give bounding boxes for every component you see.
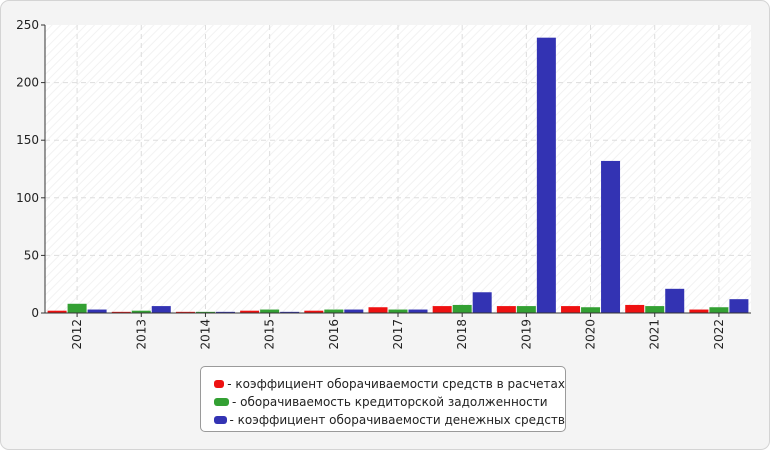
y-tick-label: 100 xyxy=(16,191,39,205)
y-tick-label: 0 xyxy=(31,306,39,320)
bar-2022-series-2 xyxy=(709,307,729,313)
bar-2018-series-1 xyxy=(432,306,452,313)
bars xyxy=(47,37,749,314)
legend-label: - оборачиваемость кредиторской задолженн… xyxy=(232,395,548,409)
bar-2013-series-2 xyxy=(131,310,151,313)
y-tick-label: 150 xyxy=(16,133,39,147)
bar-2015-series-3 xyxy=(280,311,300,313)
x-tick-label: 2015 xyxy=(263,319,277,350)
legend-swatch-green xyxy=(214,398,229,406)
legend: - коэффициент оборачиваемости средств в … xyxy=(200,366,566,432)
bar-2019-series-3 xyxy=(536,37,556,314)
legend-swatch-blue xyxy=(214,416,227,424)
x-tick-label: 2019 xyxy=(519,319,533,350)
x-tick-label: 2013 xyxy=(134,319,148,350)
bar-2013-series-1 xyxy=(111,311,131,313)
bar-2015-series-1 xyxy=(240,310,260,313)
y-tick-label: 200 xyxy=(16,76,39,90)
legend-label: - коэффициент оборачиваемости денежных с… xyxy=(229,413,566,427)
bar-2019-series-1 xyxy=(496,306,516,313)
x-tick-label: 2020 xyxy=(584,319,598,350)
x-tick-label: 2017 xyxy=(391,319,405,350)
bar-2017-series-3 xyxy=(408,309,428,313)
legend-item: - коэффициент оборачиваемости денежных с… xyxy=(201,411,565,429)
bar-2013-series-3 xyxy=(151,306,171,313)
bar-2020-series-3 xyxy=(601,160,621,313)
legend-item: - коэффициент оборачиваемости средств в … xyxy=(201,375,565,393)
bar-2020-series-2 xyxy=(581,307,601,313)
bar-2016-series-1 xyxy=(304,310,324,313)
x-tick-label: 2016 xyxy=(327,319,341,350)
bar-2016-series-3 xyxy=(344,309,364,313)
bar-2021-series-1 xyxy=(625,304,645,313)
legend-item: - оборачиваемость кредиторской задолженн… xyxy=(201,393,565,411)
bar-2016-series-2 xyxy=(324,309,344,313)
bar-2015-series-2 xyxy=(260,309,280,313)
y-tick-label: 250 xyxy=(16,18,39,32)
bar-chart: 0 50 100 150 200 250 2012 2013 2014 2015 2016 2017… xyxy=(16,18,751,350)
x-tick-label: 2014 xyxy=(198,319,212,350)
legend-swatch-red xyxy=(214,380,225,388)
bar-2012-series-1 xyxy=(47,310,67,313)
bar-2012-series-2 xyxy=(67,303,87,313)
bar-2019-series-2 xyxy=(516,306,536,313)
bar-2017-series-1 xyxy=(368,307,388,313)
bar-2014-series-1 xyxy=(175,311,195,313)
bar-2014-series-2 xyxy=(195,311,215,313)
bar-2018-series-3 xyxy=(472,292,492,313)
y-tick-label: 50 xyxy=(24,248,39,262)
gridlines xyxy=(45,25,751,313)
bar-2018-series-2 xyxy=(452,304,472,313)
bar-2014-series-3 xyxy=(215,311,235,313)
x-tick-labels: 2012 2013 2014 2015 2016 2017 2018 2019 2020 2021… xyxy=(70,313,726,350)
legend-label: - коэффициент оборачиваемости средств в … xyxy=(227,377,565,391)
bar-2022-series-1 xyxy=(689,309,709,313)
bar-2017-series-2 xyxy=(388,309,408,313)
bar-2021-series-3 xyxy=(665,288,685,313)
bar-2022-series-3 xyxy=(729,299,749,313)
y-tick-labels: 0 50 100 150 200 250 xyxy=(16,18,45,320)
x-tick-label: 2022 xyxy=(712,319,726,350)
bar-2021-series-2 xyxy=(645,306,665,313)
bar-2012-series-3 xyxy=(87,309,107,313)
x-tick-label: 2021 xyxy=(648,319,662,350)
x-tick-label: 2018 xyxy=(455,319,469,350)
x-tick-label: 2012 xyxy=(70,319,84,350)
bar-2020-series-1 xyxy=(561,306,581,313)
